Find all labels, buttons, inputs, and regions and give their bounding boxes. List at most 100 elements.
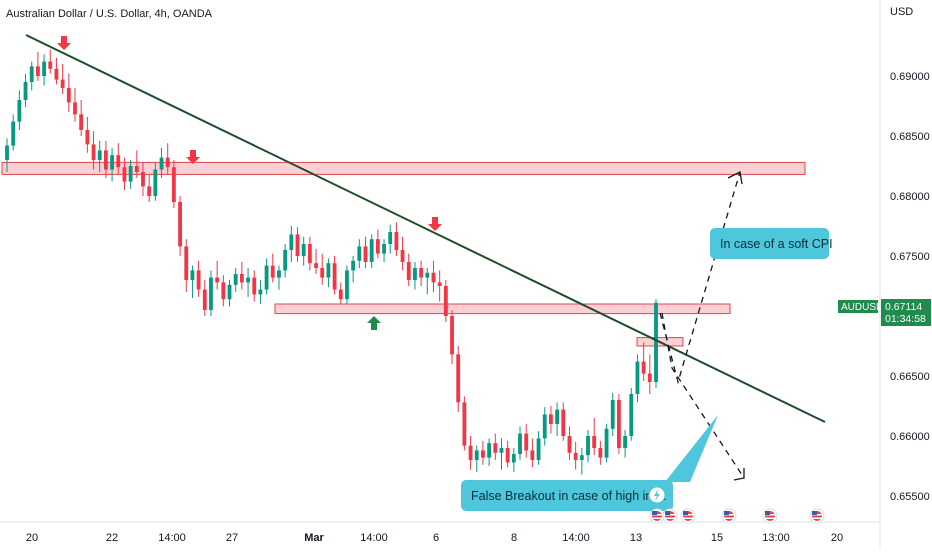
candle-body [85,130,90,145]
candle [128,160,133,189]
soft-cpi-arrowhead [727,171,743,185]
false-breakout-callout-text: False Breakout in case of high infla [471,489,666,503]
chart-background [0,0,880,522]
candle-body [456,354,461,403]
candle-body [505,448,510,463]
event-icon-stripe [652,517,662,519]
candle [481,440,485,465]
lightning-icon-glyph [654,489,660,501]
event-icon-stripe [665,517,675,519]
candle [363,236,368,268]
candle [443,280,448,322]
descending-trendline[interactable] [25,34,826,423]
candle [406,253,411,286]
high-cpi-arrowhead [733,468,745,481]
candle-body [209,277,213,310]
candle [35,52,40,81]
price-scale[interactable]: 0.690000.685000.680000.675000.670000.665… [890,71,930,503]
high-cpi-projection-path[interactable] [661,312,745,479]
candle [419,260,424,286]
candle-body [73,102,77,115]
candle-body [178,202,182,247]
candle [413,262,417,290]
price-tick-label: 0.67500 [890,251,930,263]
candle [165,143,170,175]
candle-body [579,455,584,460]
candle-body [425,272,430,278]
down-arrow-icon [428,217,442,231]
candle-body [536,438,541,460]
candle-body [450,316,454,355]
bar-countdown-text: 01:34:58 [885,313,926,325]
candle-body [567,436,572,453]
candle-body [283,250,288,271]
candle-body [462,402,467,446]
candle-body [134,166,139,172]
time-tick-label: 6 [433,532,439,544]
candle [23,73,28,108]
candle [60,64,65,94]
price-tick-label: 0.69000 [890,71,930,83]
candle-body [481,450,485,458]
event-icon-canton [652,511,657,515]
price-scale-background [880,0,932,550]
event-icon-stripe [683,517,693,519]
candle [437,270,442,302]
candle-body [524,433,529,451]
candle [134,150,139,178]
last-price-badge [881,299,931,326]
candle [5,138,9,172]
candle-body [289,234,294,250]
candle-body [277,270,281,278]
candle-body [363,246,368,262]
candle [450,310,454,364]
candle-body [518,433,522,454]
candle [264,258,269,295]
candle-body [91,144,96,160]
candle-body [468,445,473,460]
soft-cpi-callout[interactable] [710,228,829,259]
economic-events [649,508,825,524]
candle [66,73,71,112]
candle-body [190,270,195,280]
candle-body [332,263,337,290]
candle-body [598,448,603,458]
candle-body [394,232,399,250]
candle [73,88,77,122]
candle [221,275,226,307]
candle-body [623,436,628,448]
candle-body [54,68,59,80]
candle [542,407,547,446]
candle-body [252,277,257,295]
candle-body [326,263,331,278]
us-flag-event-icon [762,508,778,524]
candle [530,438,535,468]
symbol-badge [838,300,878,313]
time-tick-label: 13 [630,532,642,544]
candle-body [530,450,535,460]
down-arrow-icon [57,36,71,50]
false-breakout-callout[interactable] [461,480,673,511]
candle-body [301,244,306,256]
time-scale[interactable]: 20 22 14:00 27 Mar 14:00 6 8 14:00 13 15 13:00 20 [26,532,843,544]
candle-body [29,66,34,82]
candle-body [375,239,380,254]
candle-body [493,443,498,453]
candle [258,280,263,304]
candle [153,162,158,201]
candle-body [542,414,547,439]
candle [623,430,628,458]
up-arrow-icon [367,316,381,330]
candle-body [487,443,492,458]
candle [11,114,16,151]
price-tick-label: 0.66000 [890,431,930,443]
candle [351,256,356,283]
candle-body [635,361,640,394]
candle-body [419,268,424,278]
candle [604,424,609,463]
candle-body [196,270,201,290]
candle-body [647,373,652,382]
candle-body [246,277,250,283]
